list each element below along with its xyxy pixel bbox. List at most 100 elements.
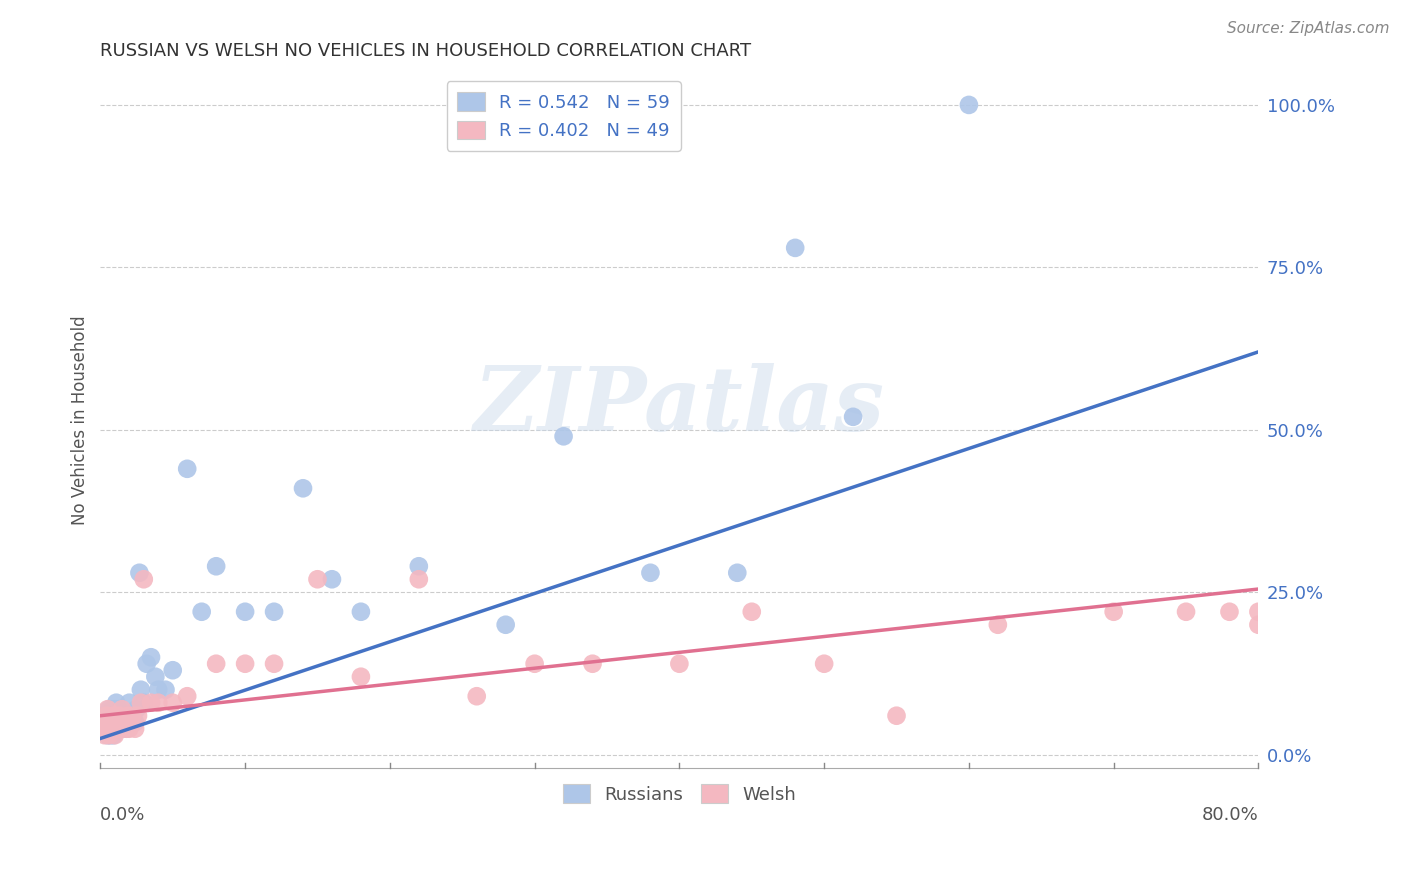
Text: 0.0%: 0.0% [100, 806, 146, 824]
Point [110, 715, 132, 730]
Point [117, 708, 139, 723]
Point [1218, 605, 1240, 619]
Point [1175, 605, 1198, 619]
Text: Source: ZipAtlas.com: Source: ZipAtlas.com [1226, 21, 1389, 36]
Point [132, 572, 155, 586]
Point [111, 708, 134, 723]
Point [104, 728, 127, 742]
Point [741, 605, 763, 619]
Point [97, 722, 120, 736]
Point [350, 670, 373, 684]
Point [668, 657, 690, 671]
Point [105, 722, 128, 736]
Point [957, 98, 980, 112]
Point [162, 663, 184, 677]
Point [1247, 617, 1270, 632]
Point [1102, 605, 1125, 619]
Point [90, 722, 112, 736]
Point [90, 715, 112, 730]
Point [93, 728, 115, 742]
Point [114, 715, 136, 730]
Point [98, 728, 121, 742]
Point [581, 657, 603, 671]
Point [813, 657, 835, 671]
Point [176, 462, 198, 476]
Point [121, 708, 143, 723]
Point [105, 715, 128, 730]
Point [842, 409, 865, 424]
Point [307, 572, 329, 586]
Point [101, 722, 124, 736]
Point [110, 722, 132, 736]
Point [120, 708, 142, 723]
Point [148, 696, 170, 710]
Point [292, 481, 315, 495]
Point [350, 605, 373, 619]
Legend: Russians, Welsh: Russians, Welsh [555, 777, 803, 811]
Point [111, 702, 134, 716]
Y-axis label: No Vehicles in Household: No Vehicles in Household [72, 315, 89, 524]
Point [263, 605, 285, 619]
Point [129, 682, 152, 697]
Point [143, 670, 166, 684]
Point [1247, 605, 1270, 619]
Point [553, 429, 575, 443]
Point [107, 722, 129, 736]
Point [93, 715, 115, 730]
Point [118, 722, 141, 736]
Point [176, 690, 198, 704]
Point [98, 722, 121, 736]
Point [785, 241, 807, 255]
Point [321, 572, 343, 586]
Point [465, 690, 488, 704]
Point [125, 702, 148, 716]
Point [104, 702, 127, 716]
Point [495, 617, 517, 632]
Point [132, 696, 155, 710]
Text: ZIPatlas: ZIPatlas [474, 363, 884, 450]
Point [100, 708, 122, 723]
Point [101, 702, 124, 716]
Point [103, 708, 125, 723]
Point [725, 566, 748, 580]
Point [121, 708, 143, 723]
Point [112, 715, 135, 730]
Point [190, 605, 212, 619]
Point [91, 715, 114, 730]
Point [117, 708, 139, 723]
Point [205, 559, 228, 574]
Point [101, 722, 124, 736]
Point [100, 715, 122, 730]
Point [162, 696, 184, 710]
Point [91, 722, 114, 736]
Point [111, 722, 134, 736]
Point [263, 657, 285, 671]
Point [97, 702, 120, 716]
Text: RUSSIAN VS WELSH NO VEHICLES IN HOUSEHOLD CORRELATION CHART: RUSSIAN VS WELSH NO VEHICLES IN HOUSEHOL… [100, 42, 751, 60]
Point [97, 708, 120, 723]
Point [886, 708, 908, 723]
Point [523, 657, 546, 671]
Point [129, 696, 152, 710]
Point [103, 715, 125, 730]
Point [94, 708, 117, 723]
Point [640, 566, 662, 580]
Text: 80.0%: 80.0% [1202, 806, 1258, 824]
Point [139, 650, 162, 665]
Point [98, 702, 121, 716]
Point [135, 657, 157, 671]
Point [139, 696, 162, 710]
Point [148, 682, 170, 697]
Point [127, 708, 149, 723]
Point [107, 708, 129, 723]
Point [112, 722, 135, 736]
Point [104, 722, 127, 736]
Point [108, 708, 131, 723]
Point [108, 722, 131, 736]
Point [100, 728, 122, 742]
Point [118, 696, 141, 710]
Point [233, 657, 256, 671]
Point [107, 722, 129, 736]
Point [124, 722, 146, 736]
Point [155, 682, 177, 697]
